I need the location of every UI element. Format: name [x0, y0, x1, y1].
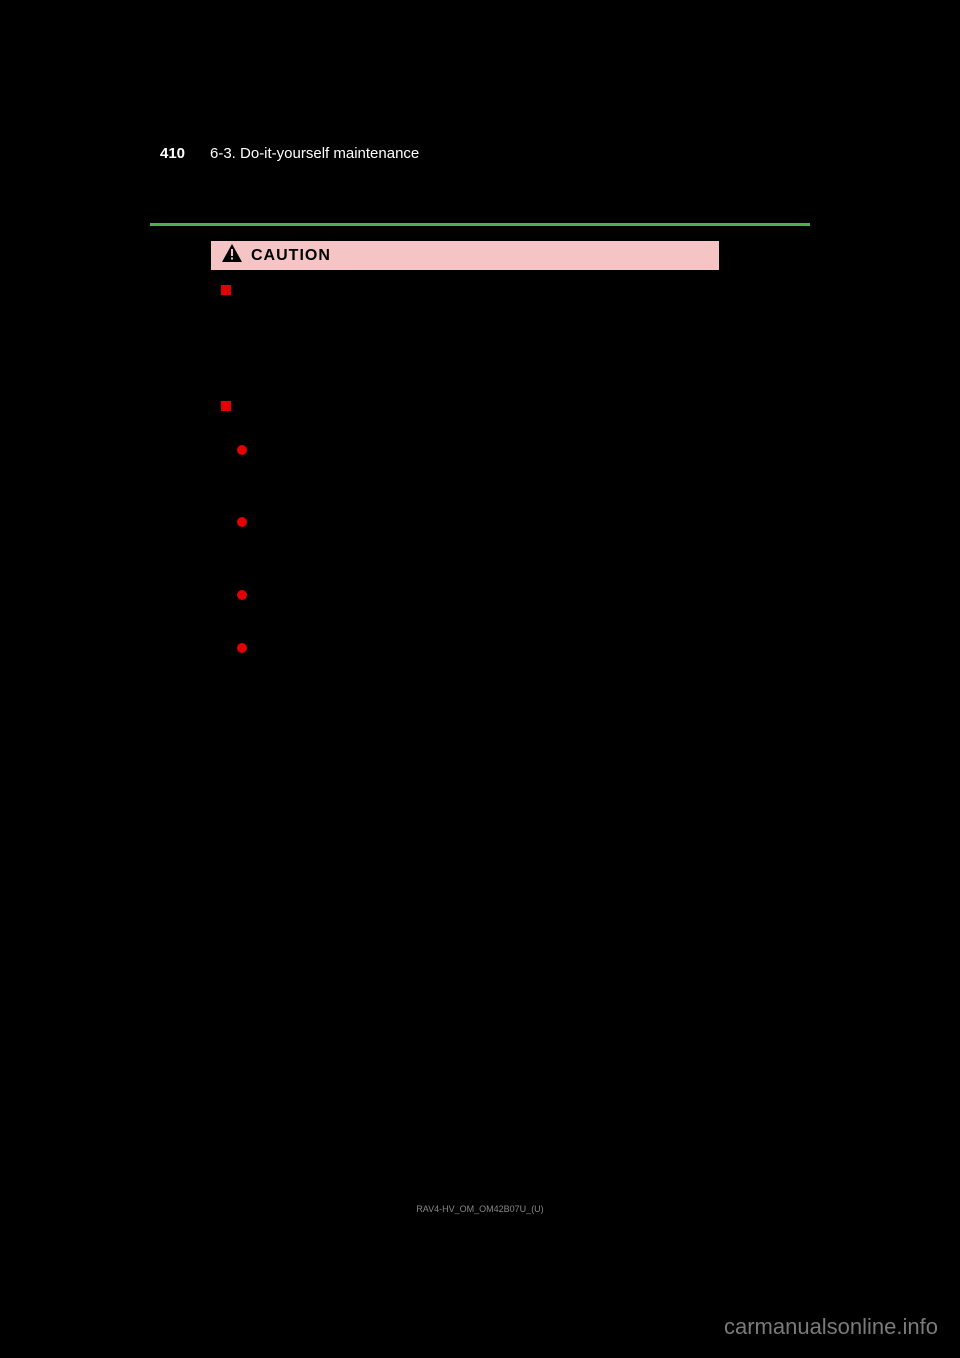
round-bullet-icon — [237, 517, 247, 527]
bullet-text: To avoid damage to the tire pressure war… — [253, 639, 707, 659]
footer: RAV4-HV_OM_OM42B07U_(U) — [150, 1200, 810, 1238]
caution-header: CAUTION — [210, 240, 720, 270]
content: CAUTION When replacing the tires and whe… — [180, 230, 780, 787]
bullet-sub-text: When a tire is repaired with liquid seal… — [253, 662, 707, 760]
warning-icon — [221, 243, 243, 268]
page-number: 410 — [160, 145, 195, 162]
square-bullet-icon — [221, 401, 231, 411]
round-bullet-icon — [237, 445, 247, 455]
square-bullet-icon — [221, 285, 231, 295]
section-head-text: Repairing or replacing tires, wheels, ti… — [211, 400, 643, 435]
bullet-item: To avoid damage to the tire pressure war… — [211, 639, 707, 659]
caution-section-head: Repairing or replacing tires, wheels, ti… — [211, 398, 719, 437]
bullet-item: Make sure to install the tire valve caps… — [211, 513, 707, 572]
caution-label: CAUTION — [251, 247, 331, 265]
header-rule — [150, 223, 810, 226]
bullet-text: Make sure to install the tire valve caps… — [253, 513, 707, 572]
bullet-text: When removing or fitting the wheels, tir… — [253, 441, 707, 500]
caution-section-head: When replacing the tires and wheels — [211, 282, 719, 302]
section-body-text: If the ID code of the tire pressure warn… — [237, 306, 707, 384]
bullet-item: When removing or fitting the wheels, tir… — [211, 441, 707, 500]
round-bullet-icon — [237, 643, 247, 653]
section-title: 6-3. Do-it-yourself maintenance — [210, 145, 419, 162]
section-head-text: When replacing the tires and wheels — [237, 284, 462, 299]
bullet-item: When replacing tire valve caps, do not u… — [211, 586, 707, 625]
bullet-text: When replacing tire valve caps, do not u… — [253, 586, 707, 625]
watermark: carmanualsonline.info — [724, 1314, 938, 1340]
round-bullet-icon — [237, 590, 247, 600]
caution-body: When replacing the tires and wheels If t… — [210, 270, 720, 787]
document-code: RAV4-HV_OM_OM42B07U_(U) — [150, 1204, 810, 1214]
